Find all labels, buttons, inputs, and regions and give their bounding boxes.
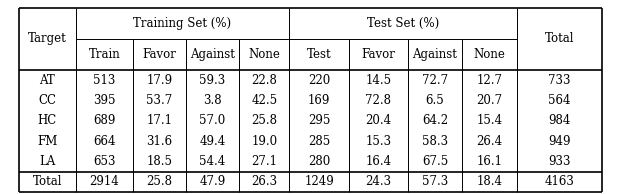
Text: 17.1: 17.1 (147, 114, 172, 127)
Text: Target: Target (28, 32, 67, 45)
Text: 18.5: 18.5 (147, 155, 172, 168)
Text: 64.2: 64.2 (422, 114, 448, 127)
Text: 31.6: 31.6 (147, 135, 172, 148)
Text: Test Set (%): Test Set (%) (367, 17, 439, 30)
Text: 984: 984 (548, 114, 570, 127)
Text: CC: CC (38, 94, 56, 107)
Text: AT: AT (40, 74, 55, 87)
Text: 16.4: 16.4 (365, 155, 391, 168)
Text: 57.0: 57.0 (199, 114, 226, 127)
Text: LA: LA (39, 155, 56, 168)
Text: 25.8: 25.8 (252, 114, 277, 127)
Text: 20.4: 20.4 (365, 114, 391, 127)
Text: 733: 733 (548, 74, 571, 87)
Text: 564: 564 (548, 94, 571, 107)
Text: FM: FM (37, 135, 58, 148)
Text: 12.7: 12.7 (477, 74, 502, 87)
Text: 20.7: 20.7 (477, 94, 502, 107)
Text: 22.8: 22.8 (252, 74, 277, 87)
Text: 513: 513 (93, 74, 115, 87)
Text: 664: 664 (93, 135, 116, 148)
Text: 689: 689 (93, 114, 115, 127)
Text: 58.3: 58.3 (422, 135, 448, 148)
Text: 949: 949 (548, 135, 571, 148)
Text: Total: Total (545, 32, 574, 45)
Text: Train: Train (88, 48, 120, 61)
Text: 220: 220 (308, 74, 330, 87)
Text: 72.7: 72.7 (422, 74, 448, 87)
Text: 19.0: 19.0 (252, 135, 277, 148)
Text: Total: Total (33, 175, 62, 188)
Text: 653: 653 (93, 155, 116, 168)
Text: 295: 295 (308, 114, 330, 127)
Text: Against: Against (190, 48, 235, 61)
Text: 67.5: 67.5 (422, 155, 448, 168)
Text: 280: 280 (308, 155, 330, 168)
Text: 26.3: 26.3 (252, 175, 277, 188)
Text: 169: 169 (308, 94, 330, 107)
Text: 1249: 1249 (304, 175, 334, 188)
Text: 6.5: 6.5 (426, 94, 444, 107)
Text: 25.8: 25.8 (147, 175, 172, 188)
Text: 26.4: 26.4 (477, 135, 502, 148)
Text: 16.1: 16.1 (477, 155, 502, 168)
Text: 53.7: 53.7 (146, 94, 173, 107)
Text: 285: 285 (308, 135, 330, 148)
Text: 72.8: 72.8 (365, 94, 391, 107)
Text: 15.3: 15.3 (365, 135, 391, 148)
Text: 59.3: 59.3 (199, 74, 226, 87)
Text: 17.9: 17.9 (147, 74, 172, 87)
Text: 2914: 2914 (90, 175, 119, 188)
Text: 42.5: 42.5 (252, 94, 277, 107)
Text: Favor: Favor (362, 48, 395, 61)
Text: 395: 395 (93, 94, 116, 107)
Text: Test: Test (307, 48, 332, 61)
Text: 15.4: 15.4 (477, 114, 502, 127)
Text: 3.8: 3.8 (203, 94, 222, 107)
Text: 14.5: 14.5 (365, 74, 391, 87)
Text: 24.3: 24.3 (365, 175, 391, 188)
Text: 18.4: 18.4 (477, 175, 502, 188)
Text: Training Set (%): Training Set (%) (133, 17, 232, 30)
Text: 49.4: 49.4 (199, 135, 226, 148)
Text: 57.3: 57.3 (422, 175, 448, 188)
Text: Favor: Favor (143, 48, 176, 61)
Text: Against: Against (412, 48, 458, 61)
Text: 54.4: 54.4 (199, 155, 226, 168)
Text: None: None (474, 48, 506, 61)
Text: 47.9: 47.9 (199, 175, 226, 188)
Text: None: None (248, 48, 280, 61)
Text: 933: 933 (548, 155, 571, 168)
Text: 27.1: 27.1 (252, 155, 277, 168)
Text: 4163: 4163 (545, 175, 574, 188)
Text: HC: HC (38, 114, 57, 127)
